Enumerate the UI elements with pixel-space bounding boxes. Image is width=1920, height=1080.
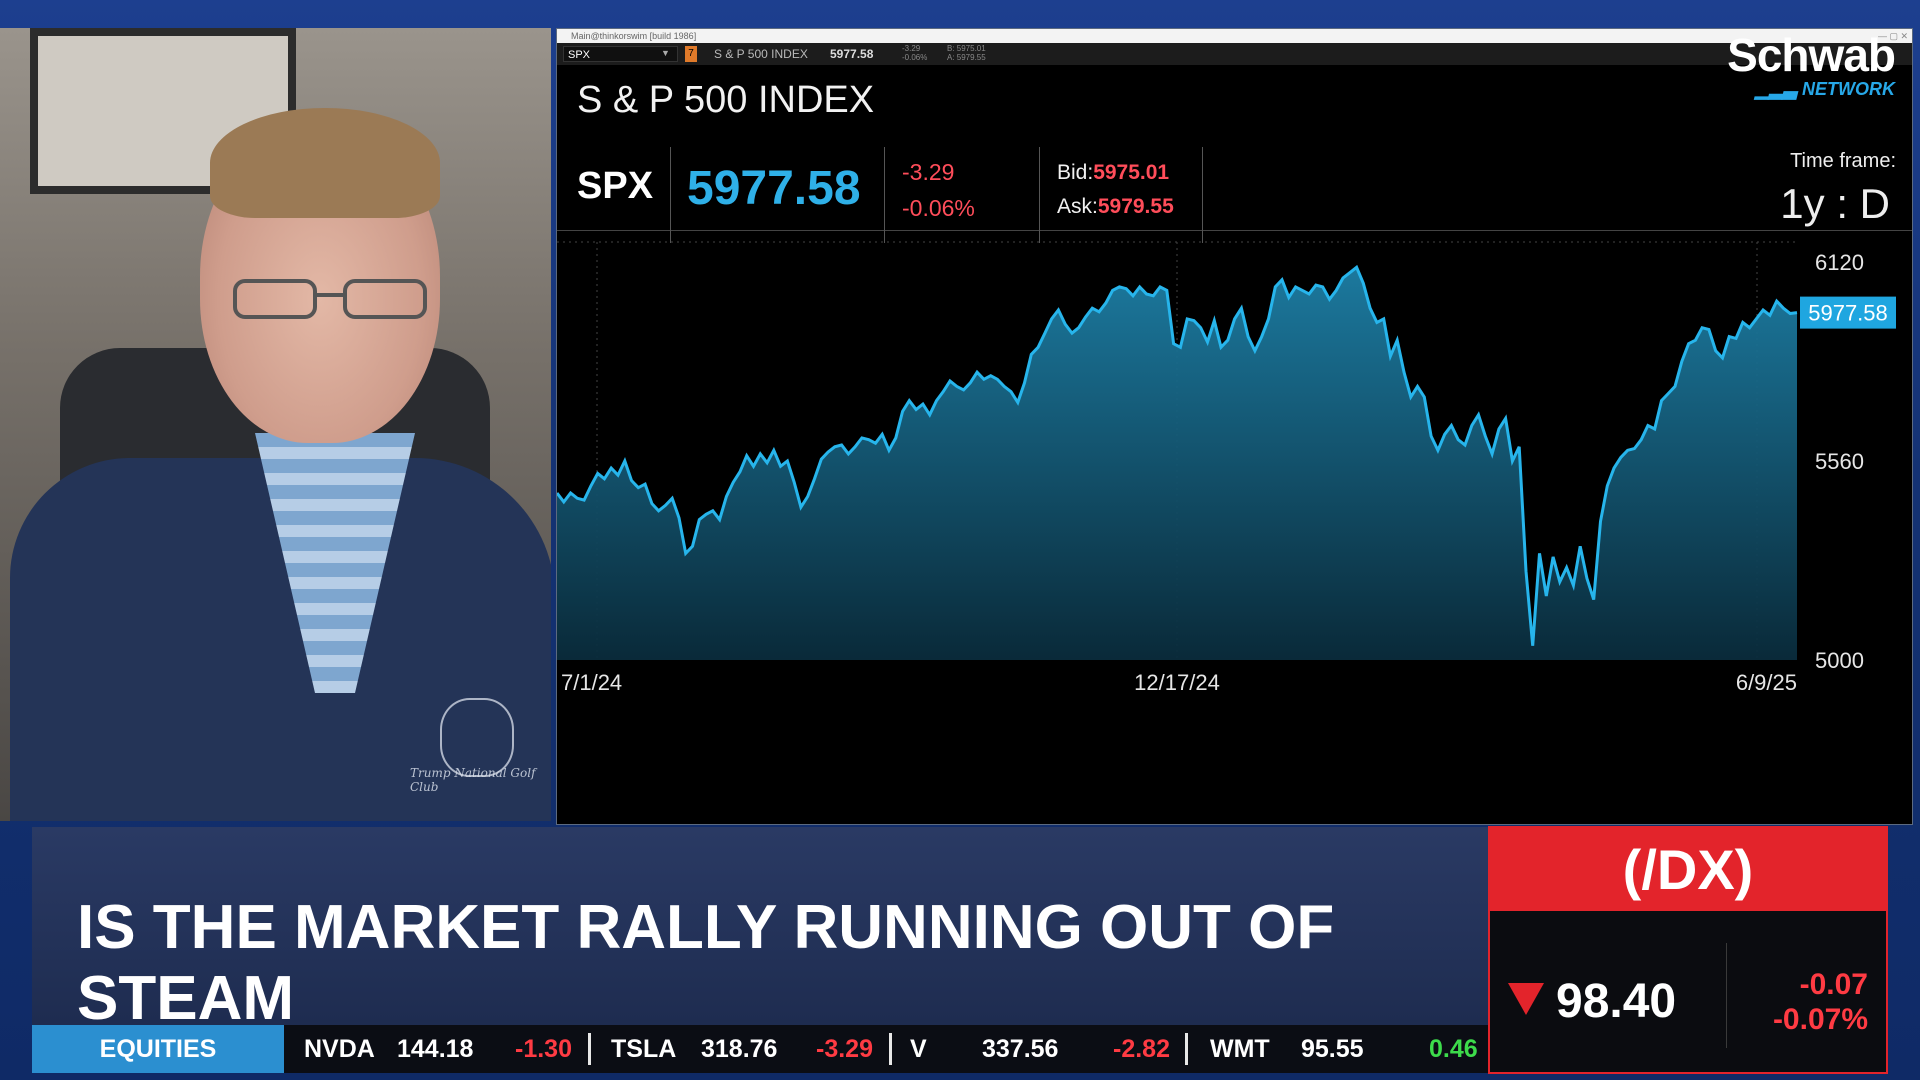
shirt-emblem [440,698,514,777]
link-badge[interactable]: 7 [685,46,697,62]
y-tick-label: 5560 [1815,449,1864,474]
last-price-label: 5977.58 [1808,301,1888,326]
logo-network: ▁▂▃ NETWORK [1755,79,1895,99]
ticker-divider [588,1033,591,1065]
ticker-symbol: NVDA [304,1035,375,1063]
bid-value: 5975.01 [1093,161,1170,184]
window-controls[interactable]: — ▢ ✕ [1877,31,1908,41]
window-titlebar[interactable]: Main@thinkorswim [build 1986] — ▢ ✕ [557,29,1912,43]
toolbar-price: 5977.58 [830,47,874,61]
price-chart[interactable]: 6120 5560 5000 7/1/24 12/17/24 6/9/25 5977.5… [557,232,1910,822]
net-change: -3.29 [902,159,955,185]
divider [1039,147,1040,243]
ticker-change: -3.29 [816,1035,873,1063]
ticker-price: 318.76 [701,1035,778,1063]
y-tick-label: 5000 [1815,648,1864,673]
percent-change: -0.06% [902,195,975,221]
ticker-price: 95.55 [1301,1035,1364,1063]
ticker-change: -1.30 [515,1035,572,1063]
timeframe-label: Time frame: [1790,150,1896,172]
symbol-toolbar: SPX ▼ 7 S & P 500 INDEX 5977.58 -3.29 -0… [557,43,1912,65]
chart-line [557,264,1798,646]
shirt-text: Trump National Golf Club [410,766,536,794]
toolbar-name: S & P 500 INDEX [714,47,808,61]
chart-area [557,267,1797,660]
speaker-hair [210,108,440,218]
toolbar-bid: B: 5975.01 [947,44,986,53]
ticker-symbol: TSLA [611,1035,677,1063]
bid-label: Bid: [1057,161,1094,184]
divider [670,147,671,243]
logo-name: Schwab [1727,29,1896,81]
toolbar-change: -3.29 -0.06% [902,44,927,62]
glasses-icon [233,279,427,319]
last-price: 5977.58 [687,162,861,215]
chevron-down-icon[interactable]: ▼ [661,48,670,58]
dx-price: 98.40 [1556,975,1677,1028]
window-title: Main@thinkorswim [build 1986] [571,31,697,41]
ask-label: Ask: [1057,195,1098,218]
schwab-network-logo: Schwab ▁▂▃ NETWORK [1705,29,1896,99]
toolbar-bidask: B: 5975.01 A: 5979.55 [947,44,986,62]
symbol-label: SPX [577,165,654,207]
quote-header: S & P 500 INDEX SPX 5977.58 -3.29 -0.06%… [557,65,1912,243]
ticker-divider [889,1033,892,1065]
ticker-category: EQUITIES [32,1025,284,1073]
toolbar-ask: A: 5979.55 [947,53,986,62]
x-tick-label: 12/17/24 [1134,670,1220,695]
timeframe-value[interactable]: 1y : D [1780,180,1890,227]
toolbar-pct: -0.06% [902,53,928,62]
last-price-marker [1800,296,1896,329]
trading-window[interactable]: Main@thinkorswim [build 1986] — ▢ ✕ SPX … [556,28,1913,825]
dx-change-pct: -0.07% [1772,1003,1868,1036]
ticker-symbol: V [910,1035,927,1063]
index-name: S & P 500 INDEX [577,79,875,121]
ticker-symbol: WMT [1210,1035,1270,1063]
bid-quote: Bid:5975.01 [1057,161,1169,185]
divider [1726,943,1727,1048]
dx-quote-box: (/DX) 98.40 -0.07 -0.07% [1488,826,1888,1074]
ticker-bar: EQUITIES NVDA 144.18 -1.30 TSLA 318.76 -… [32,1025,1488,1073]
toolbar-chg: -3.29 [902,44,921,53]
divider [1202,147,1203,243]
lower-third-headline: IS THE MARKET RALLY RUNNING OUT OF STEAM [32,827,1490,1033]
ticker-price: 337.56 [982,1035,1059,1063]
ask-quote: Ask:5979.55 [1057,195,1174,219]
dx-symbol: (/DX) [1490,828,1886,911]
divider [884,147,885,243]
webcam-feed: Trump National Golf Club [0,28,551,821]
ask-value: 5979.55 [1097,195,1174,218]
logo-network-text: NETWORK [1802,79,1895,99]
dx-change: -0.07 [1799,968,1868,1001]
x-tick-label: 7/1/24 [561,670,622,695]
headline-text: IS THE MARKET RALLY RUNNING OUT OF STEAM [77,893,1335,1033]
ticker-change: 0.46 [1429,1035,1478,1063]
down-arrow-icon [1508,983,1544,1015]
x-tick-label: 6/9/25 [1736,670,1797,695]
ticker-divider [1185,1033,1188,1065]
y-tick-label: 6120 [1815,250,1864,275]
ticker-change: -2.82 [1113,1035,1170,1063]
ticker-price: 144.18 [397,1035,474,1063]
symbol-input[interactable]: SPX [563,46,678,62]
